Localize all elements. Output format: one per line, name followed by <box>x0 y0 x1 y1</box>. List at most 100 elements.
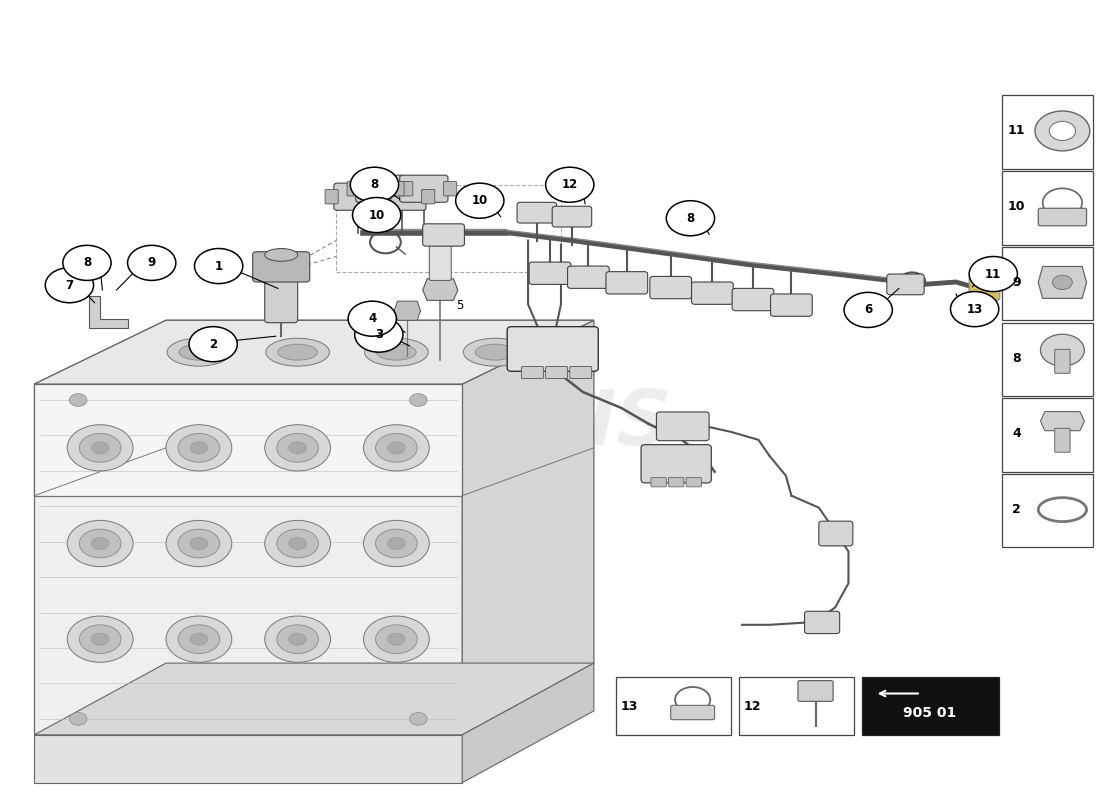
Text: 4: 4 <box>1012 427 1021 440</box>
Ellipse shape <box>289 633 307 645</box>
Text: 11: 11 <box>1008 125 1025 138</box>
Ellipse shape <box>167 338 231 366</box>
FancyBboxPatch shape <box>651 478 667 487</box>
Circle shape <box>409 394 427 406</box>
Ellipse shape <box>375 434 417 462</box>
Text: 6: 6 <box>865 303 872 317</box>
FancyBboxPatch shape <box>421 190 434 204</box>
FancyBboxPatch shape <box>1038 208 1087 226</box>
Ellipse shape <box>265 520 331 566</box>
Text: 3: 3 <box>375 328 383 341</box>
Text: 5: 5 <box>456 299 464 313</box>
Ellipse shape <box>178 625 220 654</box>
Polygon shape <box>394 301 420 320</box>
Polygon shape <box>34 384 462 496</box>
FancyBboxPatch shape <box>443 182 456 196</box>
FancyBboxPatch shape <box>529 262 571 285</box>
Text: 10: 10 <box>472 194 488 207</box>
Circle shape <box>189 326 238 362</box>
Ellipse shape <box>67 425 133 471</box>
Ellipse shape <box>179 344 219 360</box>
Ellipse shape <box>289 442 307 454</box>
Text: 13: 13 <box>967 302 982 316</box>
FancyBboxPatch shape <box>641 445 712 483</box>
Ellipse shape <box>376 344 416 360</box>
Text: 2: 2 <box>1012 503 1021 516</box>
FancyBboxPatch shape <box>669 478 684 487</box>
Ellipse shape <box>190 538 208 550</box>
Text: ELSINIS: ELSINIS <box>340 387 672 461</box>
Polygon shape <box>34 663 594 735</box>
Ellipse shape <box>79 434 121 462</box>
Polygon shape <box>1041 411 1085 430</box>
Bar <box>1002 398 1093 472</box>
Ellipse shape <box>375 625 417 654</box>
FancyBboxPatch shape <box>521 366 543 378</box>
Circle shape <box>1053 275 1072 290</box>
FancyBboxPatch shape <box>606 272 648 294</box>
FancyBboxPatch shape <box>429 246 451 281</box>
Text: 4: 4 <box>368 312 376 325</box>
FancyBboxPatch shape <box>326 190 338 204</box>
Text: 8: 8 <box>686 212 694 225</box>
FancyBboxPatch shape <box>1055 428 1070 452</box>
FancyBboxPatch shape <box>887 274 924 294</box>
Ellipse shape <box>475 344 515 360</box>
Text: 1: 1 <box>214 259 222 273</box>
Polygon shape <box>89 296 128 328</box>
FancyBboxPatch shape <box>368 190 382 204</box>
Circle shape <box>352 198 400 233</box>
Ellipse shape <box>266 338 330 366</box>
Circle shape <box>354 317 403 352</box>
Ellipse shape <box>166 520 232 566</box>
FancyBboxPatch shape <box>552 206 592 227</box>
Circle shape <box>950 291 999 326</box>
Polygon shape <box>462 320 594 735</box>
Text: 8: 8 <box>1012 352 1021 365</box>
Ellipse shape <box>265 616 331 662</box>
Circle shape <box>844 292 892 327</box>
FancyBboxPatch shape <box>818 521 852 546</box>
Bar <box>1002 322 1093 396</box>
FancyBboxPatch shape <box>333 183 382 210</box>
Ellipse shape <box>79 529 121 558</box>
FancyBboxPatch shape <box>650 277 692 298</box>
Polygon shape <box>34 384 462 735</box>
Ellipse shape <box>178 434 220 462</box>
FancyBboxPatch shape <box>804 611 839 634</box>
Bar <box>616 678 732 735</box>
Bar <box>1002 474 1093 547</box>
Ellipse shape <box>278 344 318 360</box>
Text: 8: 8 <box>82 256 91 270</box>
Polygon shape <box>34 320 594 384</box>
Text: 905 01: 905 01 <box>903 706 956 719</box>
Bar <box>1002 247 1093 320</box>
Text: 12: 12 <box>562 178 578 191</box>
Circle shape <box>546 167 594 202</box>
Ellipse shape <box>67 520 133 566</box>
FancyBboxPatch shape <box>377 183 426 210</box>
Text: 8: 8 <box>371 178 378 191</box>
Ellipse shape <box>277 625 319 654</box>
Circle shape <box>1049 122 1076 141</box>
Circle shape <box>63 246 111 281</box>
FancyBboxPatch shape <box>355 175 404 202</box>
Ellipse shape <box>91 538 109 550</box>
Text: 9: 9 <box>147 256 156 270</box>
Circle shape <box>350 167 398 202</box>
Polygon shape <box>422 279 458 300</box>
Ellipse shape <box>387 538 405 550</box>
Bar <box>1002 95 1093 169</box>
FancyBboxPatch shape <box>770 294 812 316</box>
FancyBboxPatch shape <box>346 182 360 196</box>
FancyBboxPatch shape <box>671 706 715 720</box>
Ellipse shape <box>289 538 307 550</box>
Ellipse shape <box>364 338 428 366</box>
FancyBboxPatch shape <box>1055 350 1070 374</box>
Ellipse shape <box>67 616 133 662</box>
Ellipse shape <box>166 425 232 471</box>
Ellipse shape <box>363 616 429 662</box>
Polygon shape <box>1038 266 1087 298</box>
Text: 10: 10 <box>368 209 385 222</box>
Bar <box>861 678 999 735</box>
